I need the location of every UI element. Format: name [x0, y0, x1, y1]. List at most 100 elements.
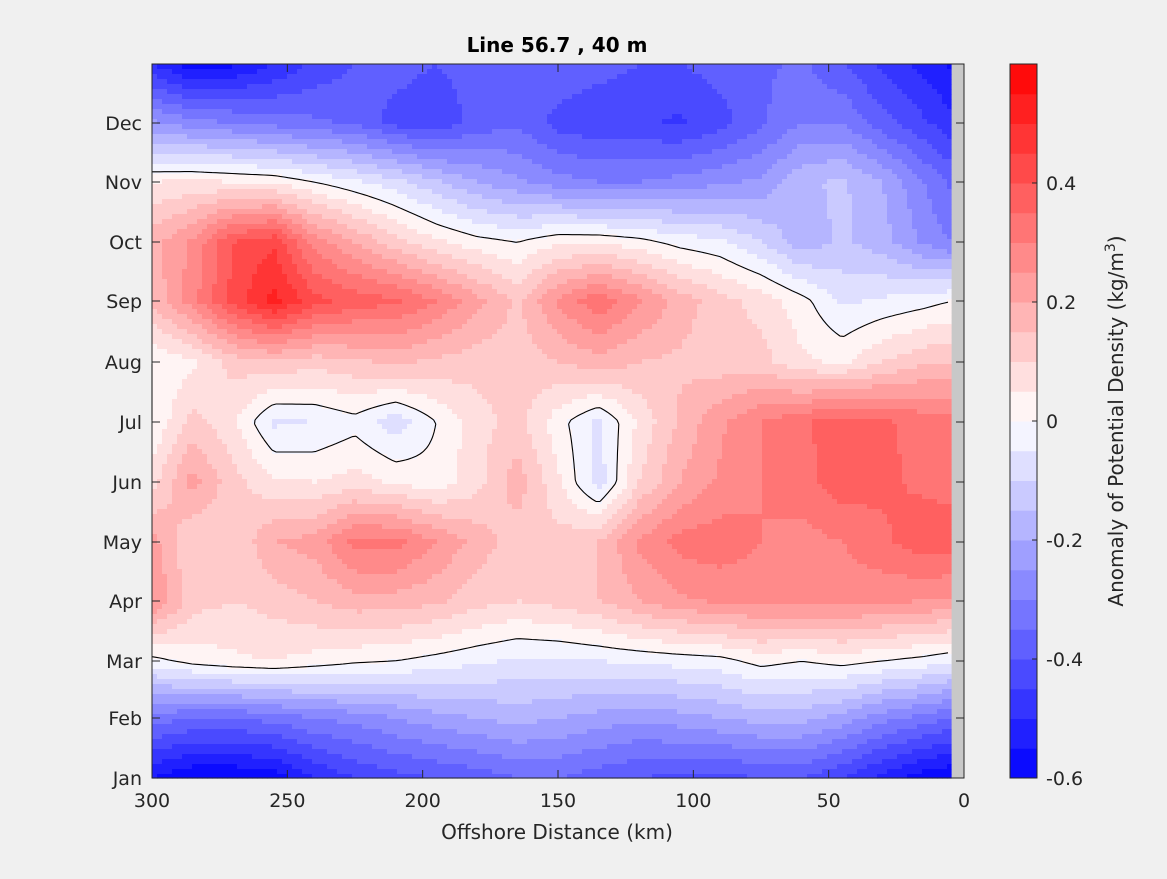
contour-cell	[412, 74, 418, 80]
contour-cell	[947, 84, 952, 90]
contour-cell	[192, 134, 198, 140]
contour-cell	[517, 124, 523, 130]
contour-cell	[747, 69, 753, 75]
contour-cell	[317, 204, 323, 210]
contour-cell	[152, 189, 158, 195]
contour-cell	[832, 124, 838, 130]
contour-cell	[542, 164, 548, 170]
contour-cell	[202, 129, 208, 135]
contour-cell	[537, 134, 543, 140]
contour-cell	[417, 184, 423, 190]
contour-cell	[522, 109, 528, 115]
contour-cell	[427, 64, 433, 70]
contour-cell	[647, 89, 653, 95]
contour-cell	[157, 164, 163, 170]
contour-cell	[302, 84, 308, 90]
contour-cell	[482, 69, 488, 75]
contour-cell	[822, 134, 828, 140]
contour-cell	[537, 89, 543, 95]
contour-cell	[652, 99, 658, 105]
contour-cell	[362, 139, 368, 145]
contour-cell	[472, 189, 478, 195]
contour-cell	[572, 214, 578, 220]
contour-cell	[802, 214, 808, 220]
contour-cell	[522, 184, 528, 190]
contour-cell	[362, 129, 368, 135]
contour-cell	[642, 169, 648, 175]
contour-cell	[922, 154, 928, 160]
contour-cell	[567, 159, 573, 165]
contour-cell	[227, 89, 233, 95]
contour-cell	[302, 154, 308, 160]
contour-cell	[662, 174, 668, 180]
contour-cell	[257, 149, 263, 155]
contour-cell	[212, 99, 218, 105]
contour-cell	[592, 64, 598, 70]
contour-cell	[707, 89, 713, 95]
contour-cell	[437, 179, 443, 185]
contour-cell	[827, 134, 833, 140]
contour-cell	[827, 144, 833, 150]
contour-cell	[872, 159, 878, 165]
contour-cell	[852, 94, 858, 100]
contour-cell	[572, 64, 578, 70]
contour-cell	[897, 189, 903, 195]
contour-cell	[462, 104, 468, 110]
contour-cell	[402, 89, 408, 95]
contour-cell	[577, 179, 583, 185]
contour-cell	[662, 179, 668, 185]
contour-cell	[647, 69, 653, 75]
contour-cell	[162, 139, 168, 145]
contour-cell	[287, 144, 293, 150]
contour-cell	[177, 94, 183, 100]
contour-cell	[392, 209, 398, 215]
contour-cell	[837, 169, 843, 175]
contour-cell	[507, 149, 513, 155]
contour-cell	[317, 129, 323, 135]
contour-cell	[737, 84, 743, 90]
contour-cell	[447, 159, 453, 165]
contour-cell	[727, 164, 733, 170]
contour-cell	[922, 149, 928, 155]
contour-cell	[937, 174, 943, 180]
contour-cell	[237, 179, 243, 185]
contour-cell	[287, 84, 293, 90]
contour-cell	[177, 159, 183, 165]
contour-cell	[807, 199, 813, 205]
contour-cell	[192, 154, 198, 160]
contour-cell	[752, 94, 758, 100]
contour-cell	[882, 69, 888, 75]
contour-cell	[642, 109, 648, 115]
contour-cell	[332, 114, 338, 120]
contour-cell	[882, 89, 888, 95]
contour-cell	[497, 174, 503, 180]
contour-cell	[362, 74, 368, 80]
contour-cell	[907, 159, 913, 165]
contour-cell	[232, 89, 238, 95]
contour-cell	[877, 199, 883, 205]
contour-cell	[542, 94, 548, 100]
contour-cell	[837, 74, 843, 80]
contour-cell	[697, 114, 703, 120]
contour-cell	[482, 134, 488, 140]
contour-cell	[937, 159, 943, 165]
contour-cell	[717, 199, 723, 205]
contour-cell	[892, 159, 898, 165]
contour-cell	[312, 159, 318, 165]
contour-cell	[412, 179, 418, 185]
contour-cell	[302, 209, 308, 215]
contour-cell	[382, 129, 388, 135]
contour-cell	[897, 124, 903, 130]
contour-cell	[692, 99, 698, 105]
contour-cell	[607, 139, 613, 145]
contour-cell	[652, 214, 658, 220]
contour-cell	[192, 119, 198, 125]
contour-cell	[162, 99, 168, 105]
contour-cell	[672, 69, 678, 75]
contour-cell	[382, 214, 388, 220]
contour-cell	[692, 79, 698, 85]
contour-cell	[577, 204, 583, 210]
contour-cell	[662, 94, 668, 100]
contour-cell	[662, 204, 668, 210]
contour-cell	[887, 134, 893, 140]
